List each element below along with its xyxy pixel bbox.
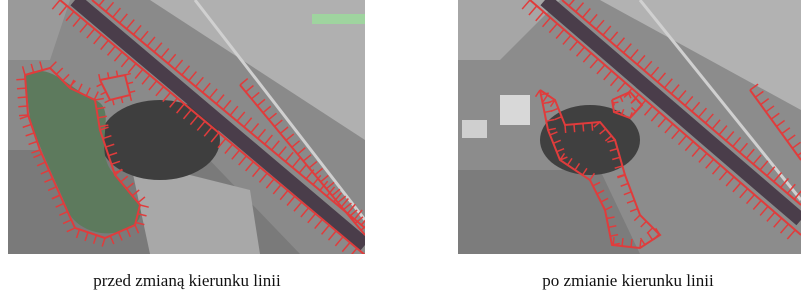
figure: przed zmianą kierunku linii po zmianie k… — [0, 0, 803, 298]
hatch-line — [622, 238, 623, 246]
hatch-line — [640, 240, 641, 248]
hatch-line — [583, 123, 584, 131]
hatch-line — [631, 239, 632, 247]
hatch-line — [565, 125, 566, 133]
hatch-line — [574, 124, 575, 132]
right-image — [458, 0, 803, 254]
hatch-line — [19, 115, 28, 116]
aerial-images — [0, 0, 803, 260]
hatch-line — [592, 123, 593, 131]
hatch-line — [16, 79, 25, 80]
caption: po zmianie kierunku linii — [448, 271, 803, 291]
hatch-line — [18, 106, 27, 107]
hatch-line — [18, 97, 27, 98]
hatch-line — [614, 111, 620, 112]
hatch-line — [613, 102, 619, 103]
hatch-line — [356, 254, 364, 260]
caption: przed zmianą kierunku linii — [7, 271, 367, 291]
left-image — [8, 0, 369, 260]
hatch-line — [17, 88, 26, 89]
